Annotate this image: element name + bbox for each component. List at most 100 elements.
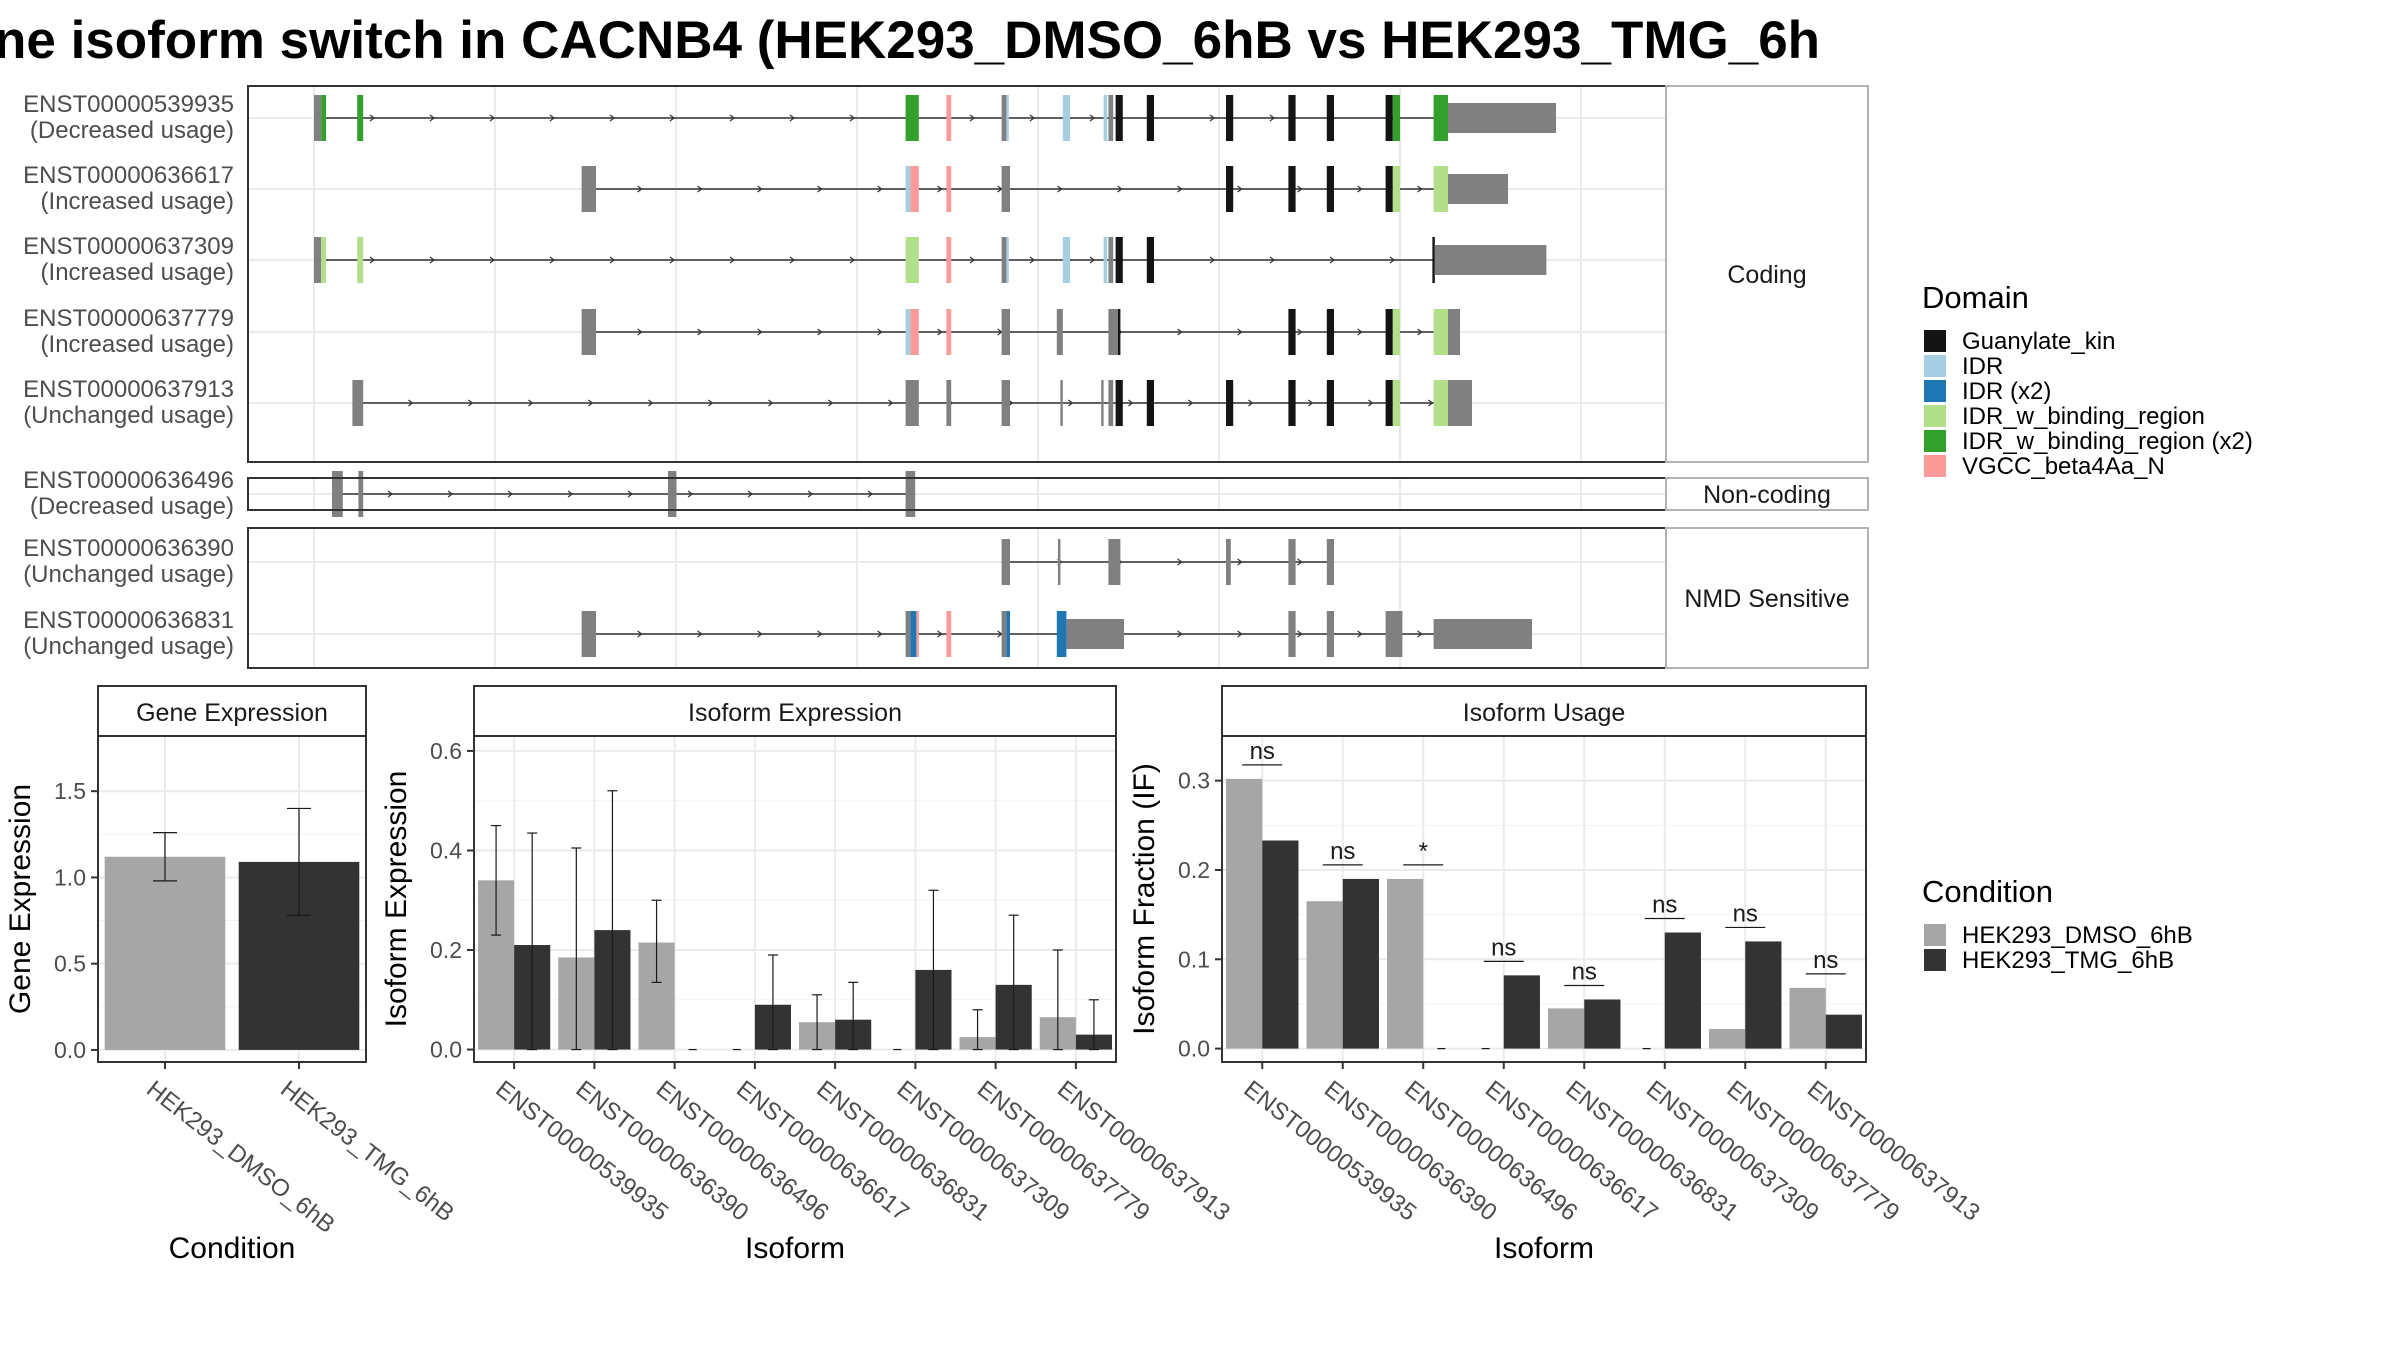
exon-block: [1001, 611, 1007, 657]
domain-block: [1432, 237, 1435, 283]
domain-block: [1326, 309, 1334, 355]
transcript-id-label: ENST00000636390: [23, 535, 234, 562]
strand-arrow: [1389, 256, 1395, 264]
strand-arrow: [757, 630, 763, 638]
bottom-charts: Gene Expression0.00.51.01.5HEK293_DMSO_6…: [4, 685, 1985, 1265]
y-axis-title: Isoform Expression: [380, 771, 413, 1028]
usage-label: (Increased usage): [41, 331, 234, 358]
exon-block: [1326, 611, 1334, 657]
strand-arrow: [1428, 399, 1434, 407]
strand-arrow: [729, 114, 735, 122]
bar: [1745, 941, 1782, 1049]
gene-panel-bg: [248, 86, 1666, 462]
y-axis-title: Gene Expression: [4, 784, 37, 1014]
domain-block: [1146, 95, 1154, 141]
strand-arrow: [1368, 399, 1374, 407]
chart-title: Gene Expression: [136, 699, 328, 727]
facet-strip: [1665, 85, 1869, 463]
strand-arrow: [1357, 328, 1363, 336]
bar-chart-panel: Isoform Usage ns ns * ns ns ns ns ns 0.0 0.1 0.2 0.3…: [1128, 685, 1985, 1265]
domain-block: [905, 237, 919, 283]
exon-block: [352, 380, 364, 426]
usage-label: (Increased usage): [41, 188, 234, 215]
strand-arrow: [1188, 399, 1194, 407]
strand-arrow: [609, 256, 615, 264]
domain-block: [910, 166, 919, 212]
strand-arrow: [877, 630, 883, 638]
strand-arrow: [729, 256, 735, 264]
legend-swatch: [1924, 924, 1946, 946]
facet-strip-label: Coding: [1727, 261, 1806, 289]
strand-arrow: [588, 399, 594, 407]
domain-legend-title: Domain: [1922, 280, 2029, 315]
bar: [1584, 999, 1621, 1049]
exon-block: [1288, 611, 1296, 657]
domain-block: [321, 95, 326, 141]
legend-swatch: [1924, 355, 1946, 377]
gene-model-panels: ENST00000539935(Decreased usage)ENST0000…: [23, 85, 1869, 669]
strand-arrow: [687, 490, 693, 498]
figure-title: ne isoform switch in CACNB4 (HEK293_DMSO…: [0, 11, 1820, 70]
exon-block: [905, 611, 911, 657]
strand-arrow: [1237, 328, 1243, 336]
transcript-id-label: ENST00000637309: [23, 233, 234, 260]
strand-arrow: [697, 630, 703, 638]
strand-arrow: [877, 328, 883, 336]
bar: [1789, 987, 1826, 1049]
strand-arrow: [888, 399, 894, 407]
domain-block: [1385, 380, 1393, 426]
exon-block: [1108, 539, 1121, 585]
significance-label: ns: [1491, 934, 1516, 961]
domain-block: [1006, 237, 1009, 283]
domain-block: [1385, 309, 1393, 355]
exon-block: [1385, 611, 1403, 657]
legend-swatch: [1924, 330, 1946, 352]
strand-arrow: [468, 399, 474, 407]
legend-label: VGCC_beta4Aa_N: [1962, 453, 2165, 480]
strand-arrow: [937, 185, 943, 193]
strand-arrow: [1237, 558, 1243, 566]
strand-arrow: [817, 328, 823, 336]
strand-arrow: [867, 490, 873, 498]
strand-arrow: [747, 490, 753, 498]
domain-block: [905, 309, 911, 355]
domain-block: [1385, 166, 1393, 212]
strand-arrow: [637, 328, 643, 336]
strand-arrow: [507, 490, 513, 498]
exon-block: [358, 471, 364, 517]
domain-block: [910, 309, 919, 355]
x-axis-title: Isoform: [1494, 1232, 1594, 1265]
strand-arrow: [757, 185, 763, 193]
domain-block: [1288, 95, 1296, 141]
strand-arrow: [1177, 185, 1183, 193]
domain-block: [1288, 380, 1296, 426]
strand-arrow: [1128, 399, 1134, 407]
y-tick-label: 0.0: [1178, 1036, 1210, 1062]
bar: [1664, 932, 1701, 1049]
gene-panel-bg: [248, 528, 1666, 668]
strand-arrow: [447, 490, 453, 498]
domain-block: [357, 237, 364, 283]
strand-arrow: [567, 490, 573, 498]
strand-arrow: [1117, 185, 1123, 193]
bar: [1709, 1028, 1746, 1049]
bar: [1548, 1008, 1585, 1049]
facet-strip: [1665, 527, 1869, 669]
exon-block: [1448, 380, 1472, 426]
domain-block: [1006, 611, 1010, 657]
domain-block: [946, 166, 952, 212]
domain-block: [1326, 95, 1334, 141]
domain-block: [1326, 166, 1334, 212]
exon-block: [946, 380, 952, 426]
domain-block: [910, 611, 917, 657]
strand-arrow: [807, 490, 813, 498]
domain-block: [1226, 166, 1234, 212]
strand-arrow: [1297, 558, 1303, 566]
y-tick-label: 0.2: [1178, 857, 1210, 883]
strand-arrow: [489, 114, 495, 122]
legend-swatch: [1924, 430, 1946, 452]
bar: [1503, 975, 1540, 1049]
strand-arrow: [969, 256, 975, 264]
domain-block: [1115, 237, 1123, 283]
exon-block: [1056, 309, 1063, 355]
